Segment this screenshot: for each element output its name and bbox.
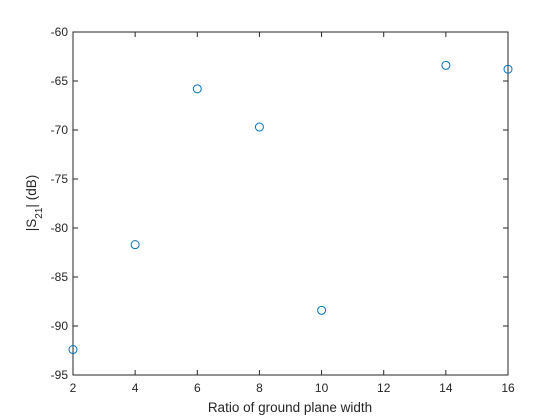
x-tick-label: 10 xyxy=(315,381,329,395)
data-point xyxy=(441,60,451,70)
x-tick-label: 2 xyxy=(70,381,77,395)
data-point xyxy=(68,345,78,355)
y-axis: -95 -90 -85 -80 -75 -70 -65 -60 xyxy=(51,25,508,382)
x-axis-label: Ratio of ground plane width xyxy=(208,400,372,415)
axes-box xyxy=(72,31,509,376)
data-point xyxy=(503,64,513,74)
y-axis-label-suffix: | (dB) xyxy=(24,175,39,208)
data-point xyxy=(317,305,327,315)
x-tick-label: 14 xyxy=(439,381,453,395)
y-tick-label: -70 xyxy=(51,123,69,137)
x-axis: 2 4 6 8 10 12 14 16 xyxy=(70,32,515,395)
y-tick-label: -75 xyxy=(51,172,69,186)
y-axis-label-subscript: 21 xyxy=(34,207,45,219)
x-tick-label: 8 xyxy=(256,381,263,395)
x-tick-label: 6 xyxy=(194,381,201,395)
x-tick-label: 16 xyxy=(501,381,515,395)
data-series xyxy=(68,60,513,355)
y-tick-label: -95 xyxy=(51,368,69,382)
plot-frame xyxy=(72,31,509,376)
data-point xyxy=(130,240,140,250)
y-tick-label: -60 xyxy=(51,25,69,39)
data-point xyxy=(192,84,202,94)
x-tick-label: 4 xyxy=(132,381,139,395)
x-tick-label: 12 xyxy=(377,381,391,395)
data-point xyxy=(254,122,264,132)
y-axis-label: |S21| (dB) xyxy=(24,175,45,231)
y-tick-label: -85 xyxy=(51,270,69,284)
y-axis-label-prefix: |S xyxy=(24,219,39,232)
y-tick-label: -80 xyxy=(51,221,69,235)
y-tick-label: -65 xyxy=(51,74,69,88)
y-tick-label: -90 xyxy=(51,319,69,333)
